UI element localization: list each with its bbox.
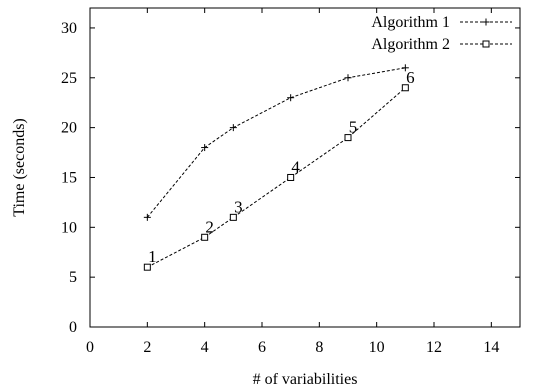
series-2-point bbox=[229, 213, 237, 221]
annotation-label: 1 bbox=[148, 247, 157, 266]
series-1 bbox=[143, 64, 409, 221]
series-2-point bbox=[201, 233, 209, 241]
legend-sample-marker bbox=[482, 18, 490, 26]
annotation-label: 5 bbox=[349, 118, 358, 137]
series-1-point bbox=[344, 74, 352, 82]
legend-sample-marker bbox=[482, 40, 490, 48]
y-tick-label: 10 bbox=[61, 219, 77, 236]
y-tick-label: 15 bbox=[61, 169, 77, 186]
x-tick-label: 14 bbox=[483, 339, 499, 356]
y-tick-label: 0 bbox=[69, 319, 77, 336]
annotation-label: 4 bbox=[291, 157, 300, 176]
series-1-line bbox=[146, 67, 406, 218]
series-2-line bbox=[147, 87, 406, 268]
x-tick-label: 8 bbox=[315, 339, 323, 356]
annotation-label: 6 bbox=[406, 68, 415, 87]
series-2 bbox=[143, 84, 409, 271]
plot-frame bbox=[89, 7, 521, 328]
series-2-point bbox=[287, 173, 295, 181]
annotation-label: 3 bbox=[234, 197, 243, 216]
x-tick-label: 12 bbox=[426, 339, 442, 356]
y-tick-label: 25 bbox=[61, 70, 77, 87]
y-tick-label: 20 bbox=[61, 120, 77, 137]
axis-ticks bbox=[89, 8, 520, 328]
y-axis-title: Time (seconds) bbox=[11, 118, 28, 217]
legend: Algorithm 1 Algorithm 2 bbox=[371, 14, 512, 53]
series-1-point bbox=[201, 144, 209, 152]
x-tick-label: 10 bbox=[369, 339, 385, 356]
series-1-point bbox=[143, 213, 151, 221]
annotation-label: 2 bbox=[205, 217, 214, 236]
legend-label: Algorithm 2 bbox=[371, 36, 450, 53]
x-tick-label: 4 bbox=[201, 339, 209, 356]
series-1-point bbox=[287, 94, 295, 102]
y-tick-label: 5 bbox=[69, 269, 77, 286]
x-tick-label: 2 bbox=[143, 339, 151, 356]
annotation-layer: 1 2 3 4 5 6 bbox=[148, 68, 415, 266]
series-1-point bbox=[401, 64, 409, 72]
x-axis-title: # of variabilities bbox=[253, 371, 358, 388]
series-1-point bbox=[229, 124, 237, 132]
y-tick-label: 30 bbox=[61, 20, 77, 37]
legend-label: Algorithm 1 bbox=[371, 14, 450, 31]
plot-border bbox=[89, 7, 521, 328]
x-tick-label: 6 bbox=[258, 339, 266, 356]
series-2-point bbox=[344, 134, 352, 142]
series-layer bbox=[143, 64, 409, 271]
series-2-point bbox=[401, 84, 409, 92]
x-tick-label: 0 bbox=[86, 339, 94, 356]
series-2-point bbox=[143, 263, 151, 271]
